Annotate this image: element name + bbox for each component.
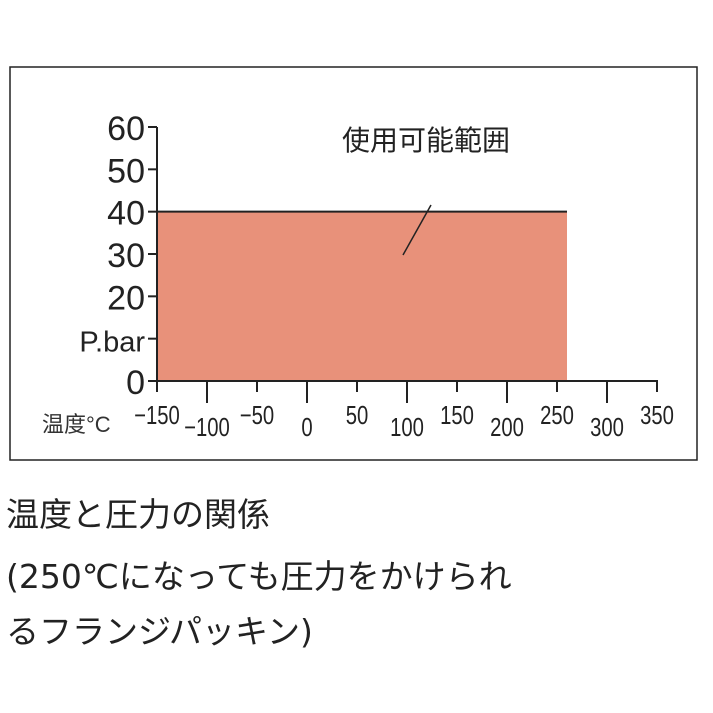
x-tick-label: 200: [490, 413, 524, 442]
x-tick-label: −150: [134, 401, 180, 430]
x-tick-label: 150: [440, 401, 474, 430]
x-tick-label: 0: [301, 413, 312, 442]
x-tick-label: 250: [540, 401, 574, 430]
x-tick-label: 300: [590, 413, 624, 442]
chart: 0 P.bar 20 30 40 50 60 −150 −100 −50 0 50 100 150 200…: [9, 66, 698, 461]
y-tick-label: 30: [107, 237, 145, 275]
usable-range-area: [157, 211, 567, 381]
y-axis-label: P.bar: [79, 327, 145, 359]
caption-line-2: (250℃になっても圧力をかけられ: [6, 557, 512, 596]
annotation-label: 使用可能範囲: [342, 124, 510, 157]
chart-frame: [9, 66, 698, 461]
x-axis-label: 温度°C: [42, 412, 111, 437]
y-tick-label: 40: [107, 195, 145, 233]
x-tick-label: 100: [390, 413, 424, 442]
annotation-leader-line: [402, 204, 432, 256]
x-tick-label: −100: [184, 413, 230, 442]
x-tick-label: 350: [640, 401, 674, 430]
caption-line-1: 温度と圧力の関係: [6, 495, 270, 534]
x-tick-label: 50: [346, 401, 369, 430]
y-tick-label: 0: [126, 364, 145, 402]
y-tick-label: 20: [107, 279, 145, 317]
x-tick-label: −50: [240, 401, 274, 430]
caption-line-3: るフランジパッキン): [6, 612, 313, 651]
y-tick-label: 60: [107, 110, 145, 148]
y-tick-label: 50: [107, 152, 145, 190]
